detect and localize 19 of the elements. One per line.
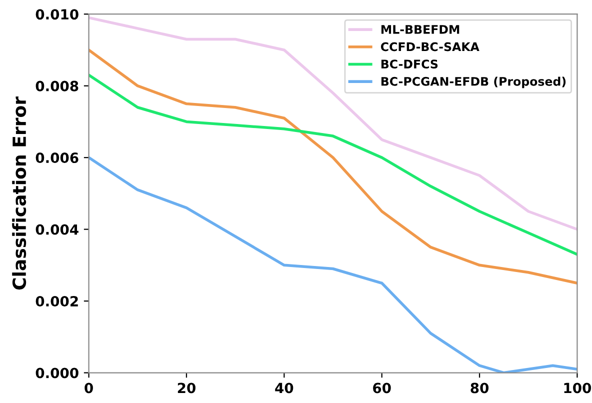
legend-label: BC-PCGAN-EFDB (Proposed) xyxy=(381,76,566,88)
x-tick-label: 0 xyxy=(84,382,93,394)
y-tick-label: 0.000 xyxy=(36,368,78,378)
y-tick-label: 0.002 xyxy=(36,296,78,307)
x-tick-label: 60 xyxy=(373,382,391,394)
legend-label: ML-BBEFDM xyxy=(381,25,460,34)
x-tick-label: 100 xyxy=(564,382,592,394)
y-tick-label: 0.004 xyxy=(36,224,78,235)
line-series xyxy=(88,16,578,231)
legend-label: BC-DFCS xyxy=(381,60,438,69)
y-tick-label: 0.010 xyxy=(36,9,78,20)
legend-label: CCFD-BC-SAKA xyxy=(380,42,480,52)
y-tick-label: 0.006 xyxy=(36,152,78,164)
y-axis-title: Classification Error xyxy=(12,96,26,290)
y-tick-label: 0.008 xyxy=(36,80,78,92)
x-tick-label: 80 xyxy=(470,382,489,394)
line-series xyxy=(88,74,578,256)
x-tick-label: 20 xyxy=(178,382,196,394)
x-tick-label: 40 xyxy=(275,382,294,394)
